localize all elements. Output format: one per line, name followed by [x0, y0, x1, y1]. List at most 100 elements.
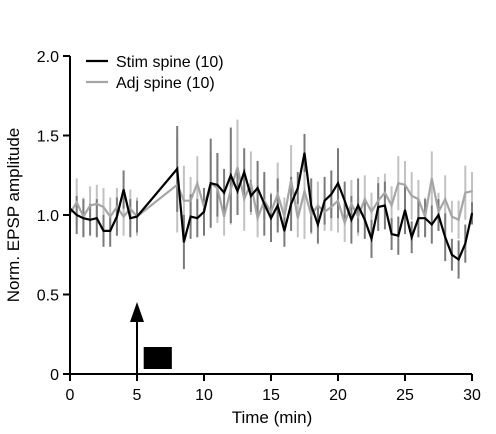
data-point — [230, 174, 232, 177]
data-point — [189, 199, 192, 202]
data-point — [404, 183, 406, 186]
data-point — [444, 198, 447, 200]
data-point — [297, 217, 299, 219]
data-point — [437, 214, 440, 216]
x-axis-title: Time (min) — [232, 408, 313, 427]
data-point — [122, 188, 125, 191]
y-tick-label: 1.5 — [37, 129, 59, 146]
data-point — [377, 206, 380, 208]
data-point — [216, 183, 219, 186]
legend: Stim spine (10) Adj spine (10) — [86, 54, 224, 92]
stimulus-marker — [130, 302, 172, 374]
data-point — [256, 217, 259, 219]
data-point — [122, 215, 125, 218]
series-line-0 — [69, 152, 474, 262]
data-point — [136, 215, 138, 218]
data-point — [230, 188, 232, 191]
data-point — [102, 230, 105, 232]
data-point — [317, 223, 319, 226]
data-point — [310, 204, 313, 207]
data-point — [290, 179, 292, 181]
data-point — [236, 166, 239, 169]
legend-label-0: Stim spine (10) — [116, 54, 224, 71]
stimulus-arrow-head — [130, 302, 144, 322]
data-point — [431, 177, 433, 180]
data-point — [350, 203, 353, 205]
data-point — [250, 182, 252, 184]
data-point — [417, 198, 420, 200]
data-point — [364, 218, 366, 221]
y-tick-label: 1.0 — [37, 208, 59, 225]
data-point — [451, 253, 453, 256]
data-point — [183, 199, 185, 202]
data-point — [297, 187, 299, 189]
data-point — [116, 206, 118, 208]
data-point — [223, 215, 225, 218]
data-point — [397, 234, 400, 237]
y-tick-label: 0.5 — [37, 288, 59, 305]
data-point — [337, 182, 339, 184]
data-point — [457, 218, 460, 221]
data-point — [243, 171, 245, 173]
data-point — [109, 230, 111, 232]
data-point — [410, 236, 413, 239]
data-point — [89, 204, 91, 207]
data-point — [464, 191, 467, 194]
data-point — [464, 242, 467, 245]
data-point — [384, 204, 386, 207]
y-axis-title: Norm. EPSP amplitude — [4, 128, 23, 302]
data-point — [250, 195, 252, 197]
data-point — [370, 211, 373, 213]
data-point — [290, 203, 292, 205]
data-point — [196, 217, 199, 219]
data-point — [323, 211, 326, 213]
x-tick-label: 25 — [396, 387, 414, 404]
data-point — [330, 193, 333, 196]
data-point — [263, 203, 266, 205]
data-point — [243, 198, 245, 200]
data-point — [370, 238, 373, 240]
series-lines-layer — [69, 152, 474, 262]
stimulus-bar — [143, 347, 172, 369]
data-point — [270, 211, 272, 213]
data-point — [276, 193, 279, 196]
data-point — [364, 198, 366, 200]
series-line-1 — [69, 166, 473, 227]
legend-label-1: Adj spine (10) — [116, 75, 215, 92]
data-point — [424, 215, 426, 218]
data-point — [303, 152, 306, 154]
x-tick-label: 0 — [66, 387, 75, 404]
data-point — [276, 204, 279, 207]
data-point — [343, 199, 346, 202]
data-point — [471, 190, 473, 192]
data-point — [457, 258, 460, 261]
data-point — [444, 236, 447, 239]
y-tick-label: 0 — [50, 367, 59, 384]
data-point — [451, 215, 453, 218]
x-tick-label: 15 — [262, 387, 280, 404]
data-point — [357, 204, 359, 207]
data-point — [310, 214, 313, 216]
x-tick-label: 5 — [133, 387, 142, 404]
data-point — [390, 204, 393, 207]
y-tick-label: 2.0 — [37, 49, 59, 66]
data-point — [196, 182, 199, 184]
data-point — [471, 212, 473, 215]
data-point — [96, 203, 98, 205]
data-point — [216, 187, 219, 189]
data-point — [116, 215, 118, 218]
data-point — [223, 191, 225, 194]
data-point — [129, 217, 132, 219]
x-tick-label: 10 — [195, 387, 213, 404]
data-point — [390, 233, 393, 235]
data-point — [337, 199, 339, 202]
data-point — [343, 222, 346, 224]
data-point — [102, 206, 105, 208]
data-point — [270, 217, 272, 219]
data-point — [303, 190, 306, 192]
data-point — [183, 241, 185, 243]
data-point — [209, 182, 212, 184]
data-point — [357, 215, 359, 218]
data-point — [437, 211, 440, 213]
